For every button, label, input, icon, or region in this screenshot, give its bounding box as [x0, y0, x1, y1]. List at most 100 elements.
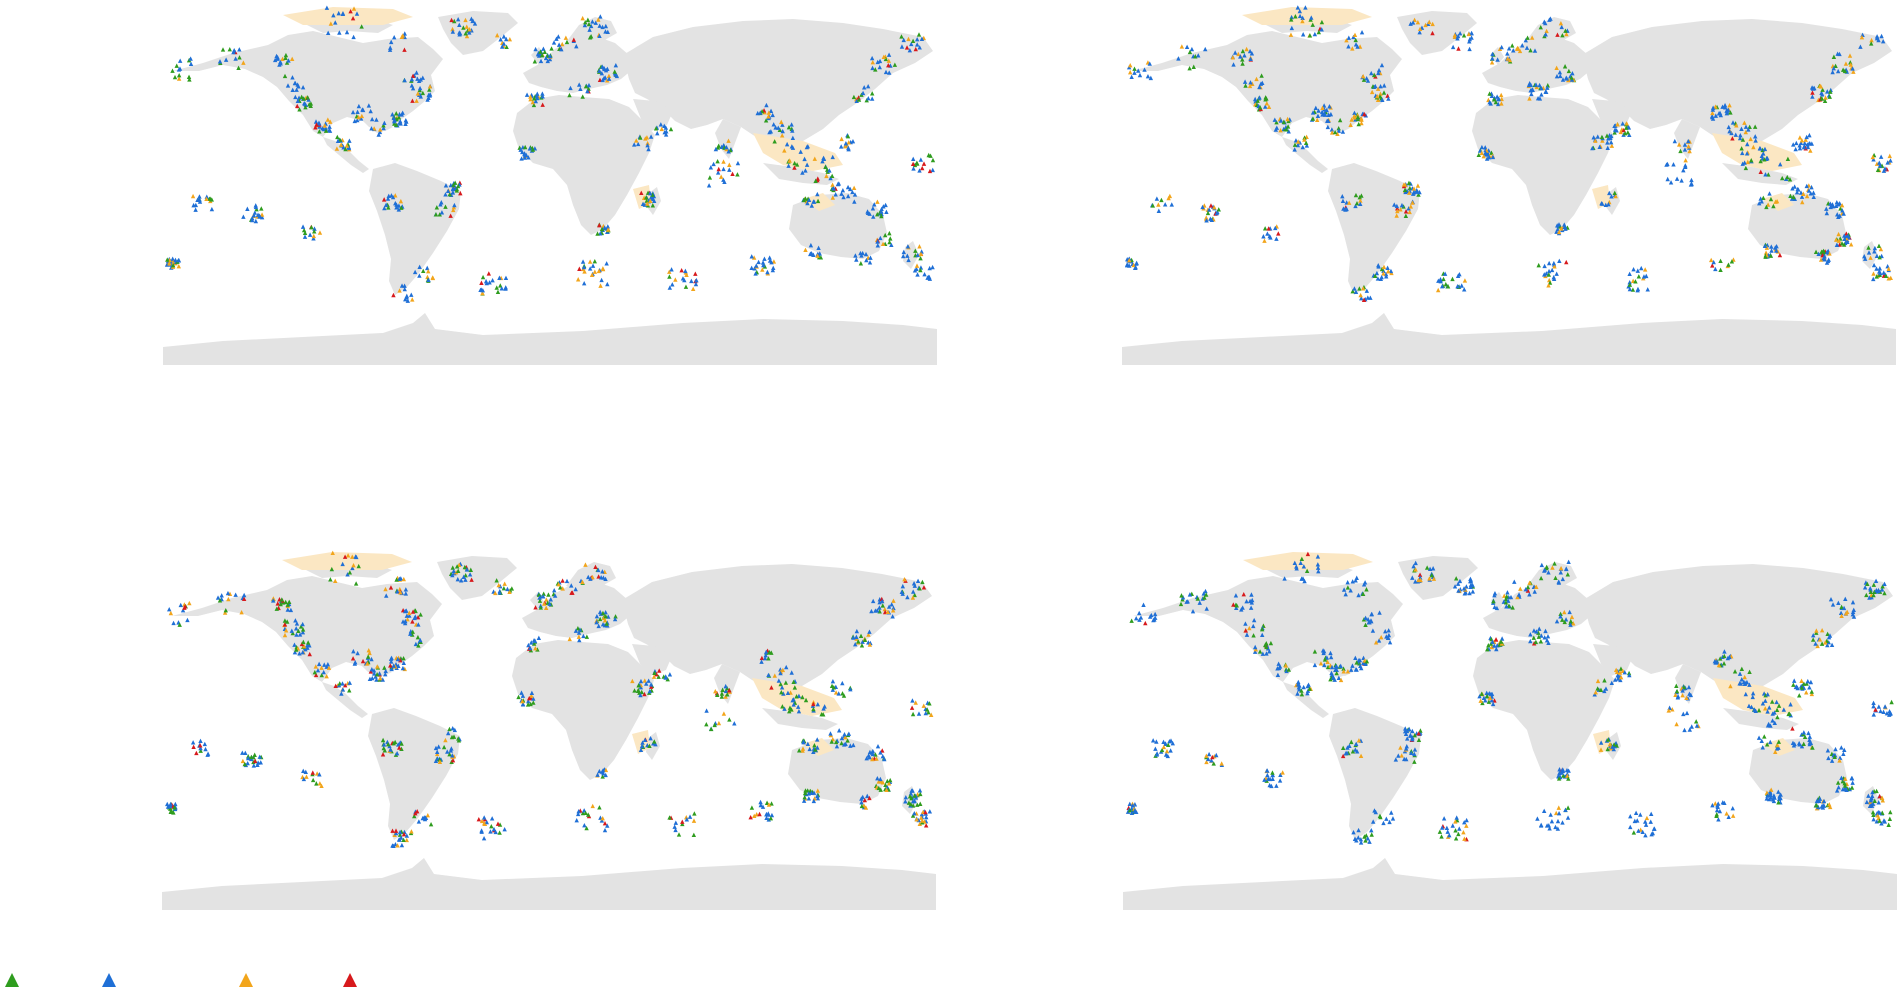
site-marker — [830, 687, 836, 692]
site-marker — [1324, 655, 1330, 660]
site-marker — [1423, 22, 1428, 28]
site-marker — [1408, 732, 1413, 738]
site-marker — [1387, 819, 1392, 825]
site-marker — [811, 749, 816, 754]
site-marker — [1369, 89, 1375, 95]
site-marker — [1453, 819, 1458, 824]
site-marker — [1877, 810, 1882, 815]
site-marker — [765, 269, 770, 275]
site-marker — [1609, 143, 1615, 148]
site-marker — [1843, 61, 1849, 66]
site-marker — [1506, 46, 1512, 51]
site-marker — [602, 618, 608, 623]
site-marker — [869, 608, 874, 614]
site-marker — [1727, 102, 1732, 108]
site-marker — [404, 293, 410, 299]
site-marker — [1168, 738, 1174, 743]
site-marker — [1203, 46, 1208, 52]
site-marker — [1743, 691, 1748, 697]
site-marker — [1504, 604, 1509, 609]
site-marker — [1341, 666, 1346, 671]
site-marker — [433, 212, 439, 217]
site-marker — [1839, 202, 1845, 208]
site-marker — [809, 251, 815, 256]
site-marker — [646, 146, 651, 152]
site-marker — [1628, 824, 1633, 830]
site-marker — [1756, 707, 1762, 713]
site-marker — [1567, 609, 1572, 615]
site-marker — [452, 727, 458, 733]
site-marker — [1564, 566, 1569, 572]
site-marker — [501, 34, 507, 39]
site-marker — [662, 123, 667, 129]
site-marker — [402, 286, 407, 292]
site-marker — [407, 613, 412, 618]
site-marker — [1797, 742, 1802, 747]
site-marker — [1562, 222, 1567, 227]
site-marker — [1753, 134, 1758, 139]
site-marker — [307, 651, 312, 657]
site-marker — [598, 14, 603, 19]
site-marker — [395, 656, 401, 662]
site-marker — [1461, 829, 1466, 835]
site-marker — [297, 107, 302, 112]
site-marker — [1542, 635, 1547, 640]
site-marker — [1545, 85, 1550, 90]
site-marker — [479, 280, 484, 285]
site-marker — [1675, 693, 1681, 699]
site-marker — [763, 649, 769, 655]
site-marker — [604, 261, 609, 266]
site-marker — [863, 805, 869, 810]
site-marker — [1298, 560, 1303, 565]
site-marker — [1407, 209, 1412, 215]
site-marker — [1811, 633, 1816, 638]
site-marker — [1640, 829, 1645, 834]
site-marker — [1809, 184, 1814, 190]
site-marker — [1774, 244, 1779, 249]
site-marker — [1462, 287, 1467, 292]
site-marker — [1804, 681, 1809, 686]
site-marker — [1763, 254, 1768, 259]
site-marker — [1544, 564, 1549, 570]
site-marker — [1756, 735, 1762, 740]
site-marker — [1618, 675, 1624, 680]
site-marker — [496, 582, 501, 588]
site-marker — [860, 90, 866, 96]
site-marker — [414, 70, 419, 75]
site-marker — [597, 609, 603, 615]
site-marker — [486, 271, 492, 276]
site-marker — [283, 52, 289, 58]
site-marker — [1485, 151, 1490, 157]
site-marker — [1341, 587, 1347, 592]
site-marker — [593, 20, 598, 25]
site-marker — [859, 253, 864, 258]
marker-layer — [164, 5, 936, 303]
site-marker — [1826, 640, 1831, 645]
site-marker — [1328, 676, 1333, 682]
site-marker — [1877, 266, 1883, 271]
site-marker — [1848, 242, 1854, 247]
site-marker — [1804, 183, 1809, 189]
site-marker — [836, 728, 842, 733]
site-marker — [1725, 109, 1730, 114]
site-marker — [1203, 588, 1208, 594]
site-marker — [1526, 82, 1532, 88]
site-marker — [884, 787, 889, 792]
site-marker — [1464, 817, 1469, 823]
site-marker — [1821, 248, 1826, 253]
site-marker — [503, 286, 508, 291]
site-marker — [560, 586, 565, 591]
site-marker — [1242, 79, 1248, 84]
site-marker — [1537, 82, 1542, 88]
site-marker — [715, 692, 720, 697]
site-marker — [1315, 554, 1321, 559]
site-marker — [340, 687, 346, 692]
site-marker — [1441, 816, 1447, 821]
site-marker — [1557, 767, 1562, 772]
site-marker — [1492, 643, 1497, 648]
site-marker — [1515, 594, 1520, 600]
site-marker — [241, 592, 247, 598]
site-marker — [890, 614, 895, 619]
site-marker — [1888, 275, 1893, 281]
site-marker — [1716, 111, 1722, 116]
